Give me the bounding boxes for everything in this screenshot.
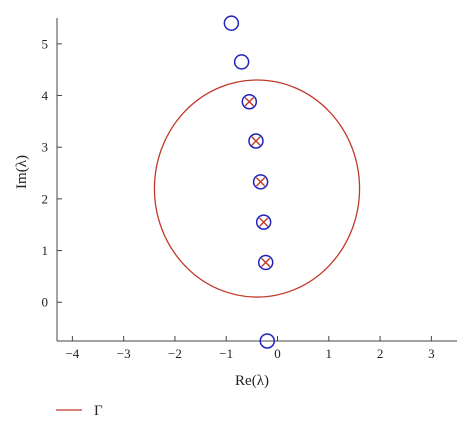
y-tick-label: 1 xyxy=(42,243,49,258)
eigenvalue-circle-marker xyxy=(223,15,240,31)
contour-layer xyxy=(153,79,361,298)
eigenvalue-circle-marker xyxy=(259,333,276,349)
x-axis-title: Re(λ) xyxy=(235,373,269,389)
y-tick-label: 2 xyxy=(42,191,49,206)
x-ticks: −4 −3 −2 −1 0 1 2 3 xyxy=(65,336,435,361)
legend-label: Γ xyxy=(94,403,103,419)
eigenvalue-cross-marker xyxy=(244,97,255,107)
eigenvalue-circle-marker xyxy=(255,214,272,230)
x-tick-label: 1 xyxy=(326,346,333,361)
eigenvalue-circle-marker xyxy=(257,254,274,271)
eigenvalue-circle-marker xyxy=(252,174,269,190)
circle-marker-layer xyxy=(223,15,276,349)
cross-marker-layer xyxy=(244,97,271,268)
y-axis-title: Im(λ) xyxy=(14,155,30,189)
eigenvalue-cross-marker xyxy=(251,136,261,146)
eigenvalue-cross-marker xyxy=(255,177,266,187)
x-tick-label: −2 xyxy=(168,346,182,361)
eigenvalue-circle-marker xyxy=(233,54,250,70)
y-ticks: 0 1 2 3 4 5 xyxy=(42,36,62,310)
eigenvalue-cross-marker xyxy=(261,257,271,268)
y-tick-label: 0 xyxy=(42,295,49,310)
eigenvalue-circle-marker xyxy=(248,133,264,149)
x-tick-label: −4 xyxy=(65,346,79,361)
eigenvalue-circle-marker xyxy=(241,93,258,110)
y-tick-label: 4 xyxy=(42,88,49,103)
gamma-contour xyxy=(153,79,361,298)
x-tick-label: 0 xyxy=(274,346,281,361)
x-tick-label: 2 xyxy=(377,346,384,361)
x-tick-label: −1 xyxy=(219,346,233,361)
x-tick-label: 3 xyxy=(428,346,435,361)
y-tick-label: 3 xyxy=(42,140,49,155)
eigenvalue-cross-marker xyxy=(258,217,269,227)
y-tick-label: 5 xyxy=(42,36,49,51)
x-tick-label: −3 xyxy=(117,346,131,361)
legend: Γ xyxy=(56,403,103,419)
